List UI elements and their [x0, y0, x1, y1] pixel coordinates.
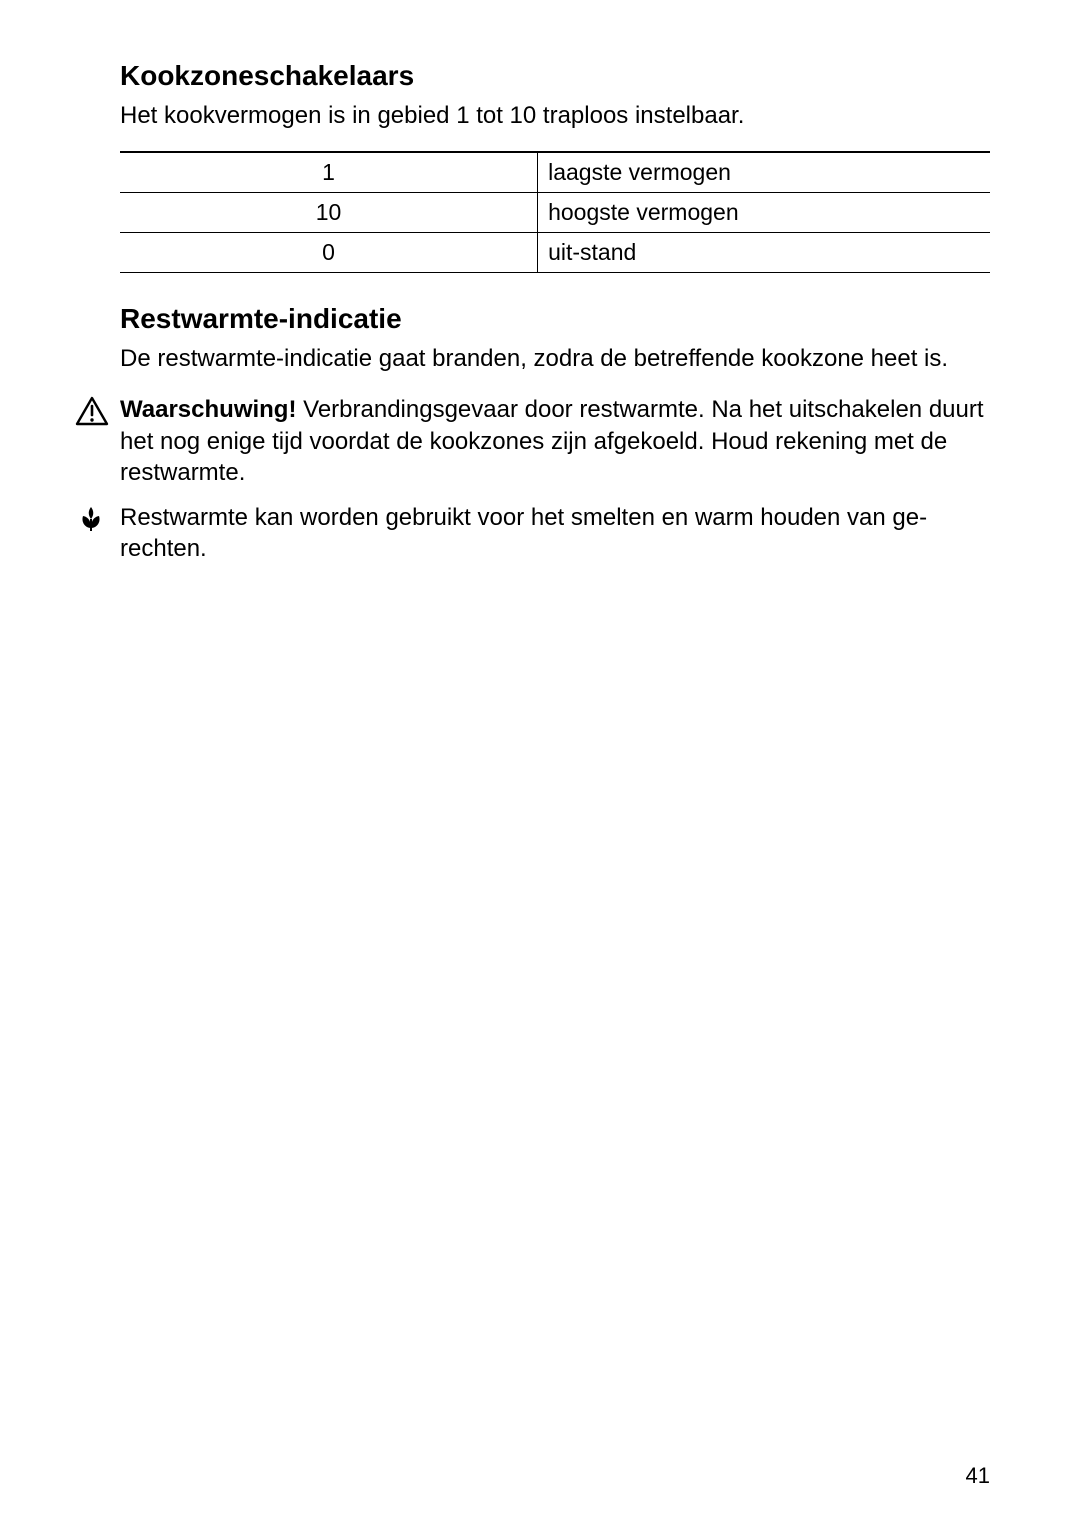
- table-cell-label: hoogste vermogen: [538, 193, 990, 233]
- section2-heading: Restwarmte-indicatie: [120, 303, 990, 335]
- warning-icon: [75, 394, 120, 426]
- section1-body: Het kookvermogen is in gebied 1 tot 10 t…: [120, 100, 990, 131]
- warning-block: Waarschuwing! Verbrandingsgevaar door re…: [120, 394, 990, 488]
- table-cell-label: laagste vermogen: [538, 152, 990, 193]
- tip-block: Restwarmte kan worden gebruikt voor het …: [120, 502, 990, 564]
- page-number: 41: [966, 1463, 990, 1489]
- table-row: 0 uit-stand: [120, 233, 990, 273]
- warning-label: Waarschuwing!: [120, 396, 296, 423]
- table-cell-level: 10: [120, 193, 538, 233]
- section1-heading: Kookzoneschakelaars: [120, 60, 990, 92]
- table-row: 1 laagste vermogen: [120, 152, 990, 193]
- eco-leaf-icon: [75, 502, 120, 536]
- tip-text: Restwarmte kan worden gebruikt voor het …: [120, 502, 990, 564]
- manual-page: Kookzoneschakelaars Het kookvermogen is …: [0, 0, 1080, 1529]
- page-content: Kookzoneschakelaars Het kookvermogen is …: [120, 60, 990, 564]
- power-levels-table: 1 laagste vermogen 10 hoogste vermogen 0…: [120, 151, 990, 273]
- table-cell-label: uit-stand: [538, 233, 990, 273]
- table-row: 10 hoogste vermogen: [120, 193, 990, 233]
- table-cell-level: 1: [120, 152, 538, 193]
- warning-text: Waarschuwing! Verbrandingsgevaar door re…: [120, 394, 990, 488]
- section2-body: De restwarmte-indicatie gaat branden, zo…: [120, 343, 990, 374]
- table-cell-level: 0: [120, 233, 538, 273]
